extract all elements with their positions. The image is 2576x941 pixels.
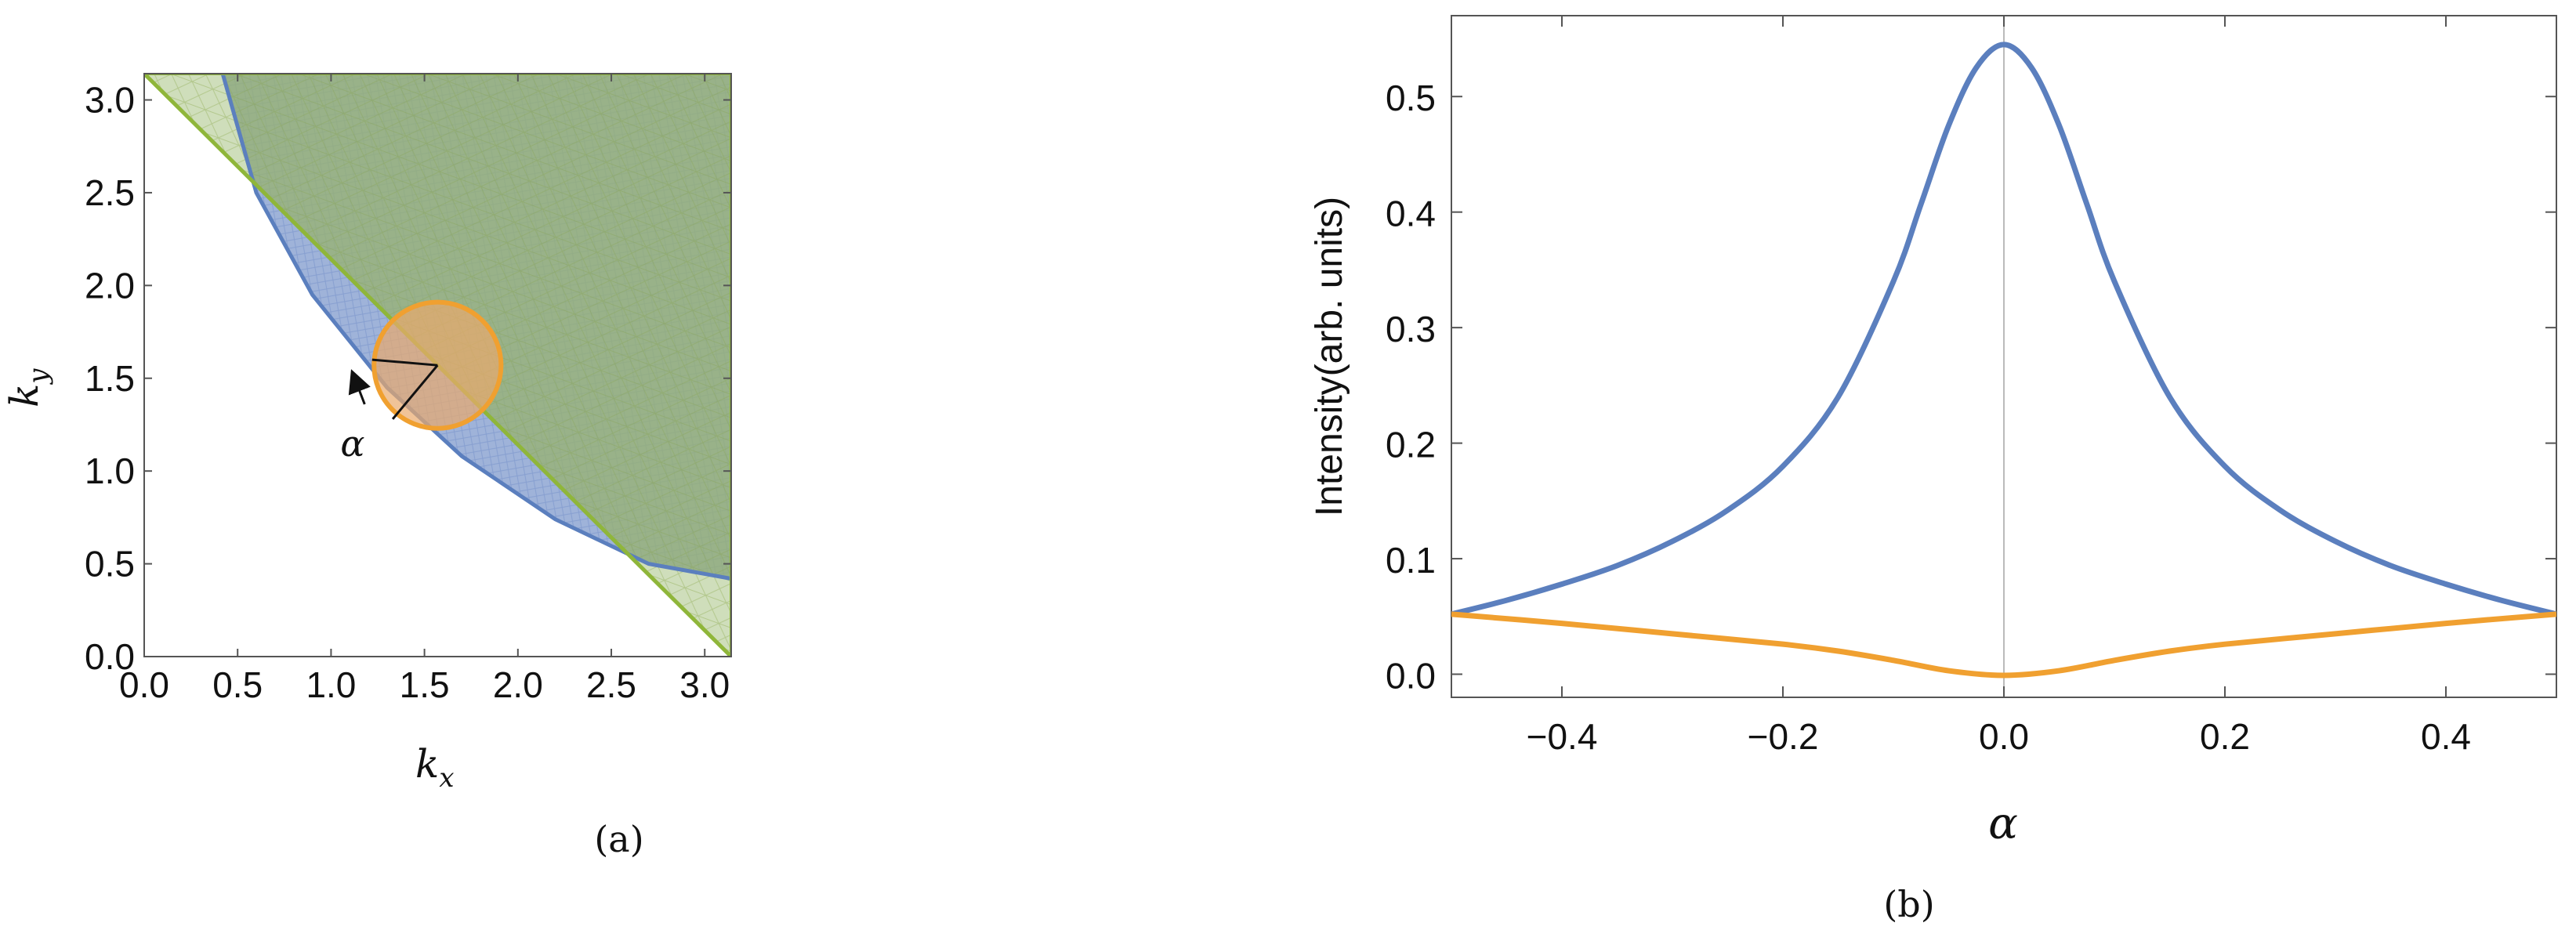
x-tick-label: 0.4 bbox=[2421, 716, 2471, 757]
x-tick-label: 0.0 bbox=[119, 664, 169, 705]
y-tick-label: 0.5 bbox=[1386, 78, 1436, 118]
x-tick-label: 0.2 bbox=[2200, 716, 2250, 757]
y-tick-label: 2.0 bbox=[85, 265, 135, 306]
panel-a-x-ticks: 0.0 0.5 1.0 1.5 2.0 2.5 3.0 bbox=[119, 74, 730, 705]
panel-b: −0.4 −0.2 0.0 0.2 0.4 0.0 0.1 0.2 0.3 0.4 0.5 α I… bbox=[1309, 15, 2557, 925]
panel-b-y-label: Intensity(arb. units) bbox=[1309, 197, 1350, 516]
alpha-label: α bbox=[340, 422, 364, 465]
panel-b-x-label: α bbox=[1988, 798, 2018, 849]
y-tick-label: 1.5 bbox=[85, 358, 135, 399]
series-line-blue bbox=[1451, 42, 2556, 617]
y-tick-label: 0.0 bbox=[1386, 656, 1436, 697]
x-tick-label: 0.5 bbox=[212, 664, 263, 705]
x-tick-label: 2.0 bbox=[493, 664, 543, 705]
y-tick-label: 0.0 bbox=[85, 636, 135, 677]
y-tick-label: 0.1 bbox=[1386, 540, 1436, 581]
y-tick-label: 0.2 bbox=[1386, 425, 1436, 465]
panel-a-caption: (a) bbox=[594, 818, 643, 860]
y-tick-label: 1.0 bbox=[85, 451, 135, 491]
y-tick-label: 0.4 bbox=[1386, 194, 1436, 234]
alpha-ray-2 bbox=[391, 364, 439, 420]
y-tick-label: 0.3 bbox=[1386, 309, 1436, 349]
alpha-annotation: α bbox=[340, 358, 439, 465]
panel-b-x-ticks: −0.4 −0.2 0.0 0.2 0.4 bbox=[1527, 16, 2471, 757]
x-tick-label: 2.5 bbox=[586, 664, 636, 705]
panel-b-y-ticks: 0.0 0.1 0.2 0.3 0.4 0.5 bbox=[1386, 78, 2556, 697]
y-tick-label: 2.5 bbox=[85, 172, 135, 213]
panel-b-caption: (b) bbox=[1883, 883, 1934, 925]
x-tick-label: −0.4 bbox=[1527, 716, 1598, 757]
alpha-ray-1 bbox=[371, 358, 438, 367]
panel-a: 0.0 0.5 1.0 1.5 2.0 2.5 3.0 0.0 0.5 1.0 1.5 2.0 2.5… bbox=[2, 73, 732, 860]
x-tick-label: −0.2 bbox=[1748, 716, 1819, 757]
series-line-orange bbox=[1451, 611, 2556, 679]
panel-b-lines bbox=[1451, 42, 2556, 679]
x-tick-label: 3.0 bbox=[679, 664, 730, 705]
x-tick-label: 1.0 bbox=[306, 664, 356, 705]
panel-a-regions bbox=[144, 74, 731, 657]
panel-a-frame bbox=[143, 73, 732, 657]
panel-a-x-label: kx bbox=[415, 741, 455, 794]
alpha-arrow bbox=[348, 369, 371, 405]
panel-a-y-ticks: 0.0 0.5 1.0 1.5 2.0 2.5 3.0 bbox=[85, 80, 731, 677]
x-tick-label: 1.5 bbox=[400, 664, 450, 705]
x-tick-label: 0.0 bbox=[1979, 716, 2029, 757]
y-tick-label: 0.5 bbox=[85, 544, 135, 585]
y-tick-label: 3.0 bbox=[85, 80, 135, 121]
panel-a-y-label: ky bbox=[2, 368, 54, 407]
